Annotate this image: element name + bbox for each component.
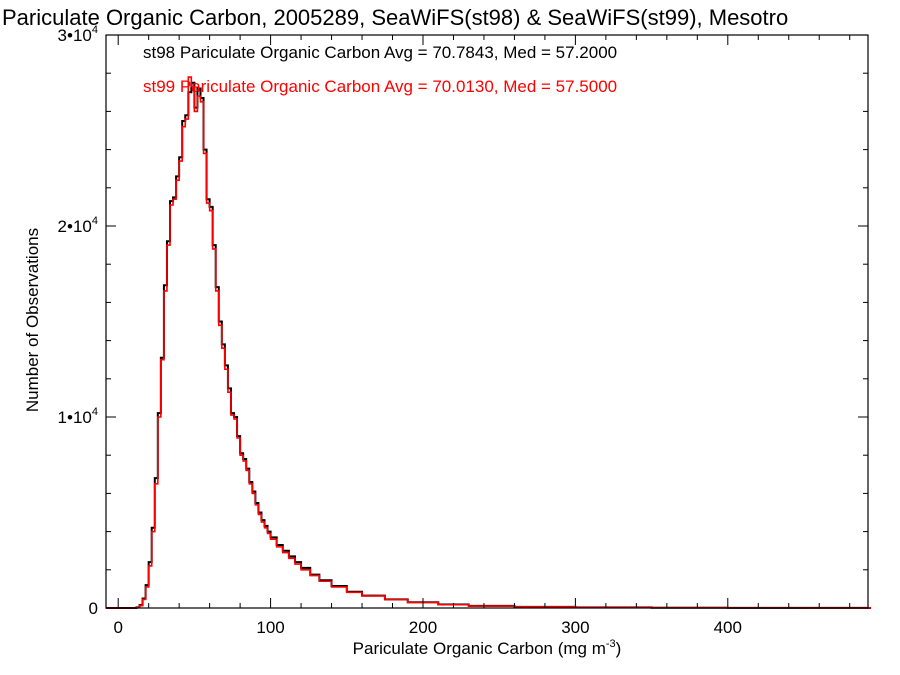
legend-entry-st99: st99 Pariculate Organic Carbon Avg = 70.… <box>143 77 617 96</box>
legend: st98 Pariculate Organic Carbon Avg = 70.… <box>143 43 617 96</box>
x-tick-label: 0 <box>113 618 122 637</box>
plot-frame <box>105 34 869 609</box>
y-axis-label: Number of Observations <box>23 228 42 412</box>
series-line-st98 <box>106 81 872 609</box>
y-tick-label: 3•104 <box>58 24 98 45</box>
x-tick-label: 100 <box>256 618 284 637</box>
chart-title: Pariculate Organic Carbon, 2005289, SeaW… <box>2 5 788 30</box>
x-tick-label: 400 <box>714 618 742 637</box>
series-line-st99 <box>106 76 872 609</box>
x-axis: 0 100 200 300 400 <box>113 35 851 637</box>
x-axis-label-main: Pariculate Organic Carbon (mg m <box>353 639 606 658</box>
y-tick-label: 0 <box>89 599 98 618</box>
y-tick-label: 2•104 <box>58 215 98 236</box>
x-axis-label-superscript: -3 <box>606 638 616 650</box>
legend-entry-st98: st98 Pariculate Organic Carbon Avg = 70.… <box>143 43 617 62</box>
y-axis: 0 1•104 2•104 3•104 <box>58 24 868 618</box>
x-tick-label: 200 <box>409 618 437 637</box>
x-tick-label: 300 <box>561 618 589 637</box>
y-tick-label: 1•104 <box>58 406 98 427</box>
series-layer <box>106 76 872 609</box>
x-axis-label-close: ) <box>616 639 622 658</box>
x-axis-label: Pariculate Organic Carbon (mg m-3) <box>353 638 622 658</box>
